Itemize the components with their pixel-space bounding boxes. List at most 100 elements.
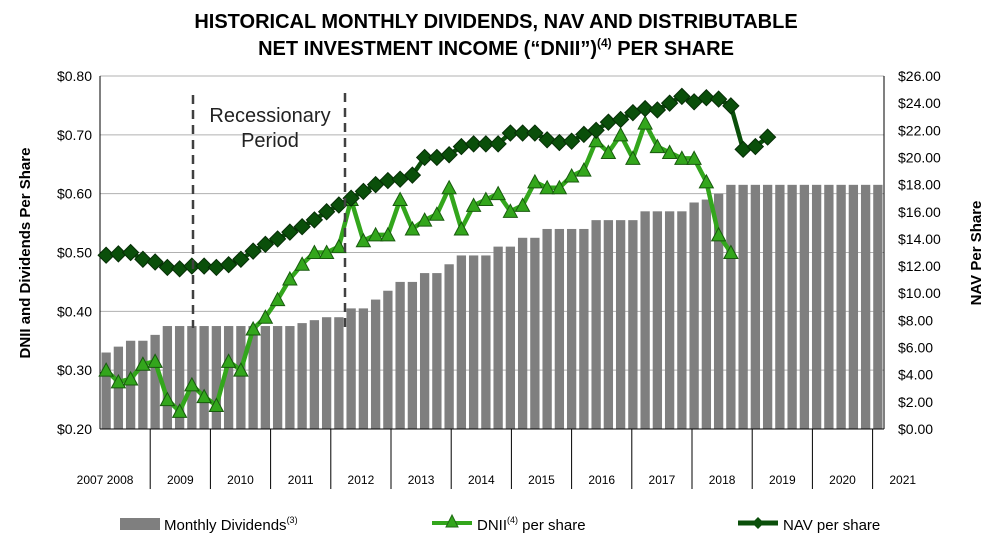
dnii-point — [184, 376, 200, 392]
dividend-bar — [713, 193, 724, 429]
dnii-point — [282, 270, 298, 286]
legend-label-nav: NAV per share — [783, 517, 880, 534]
y2-tick-label: $8.00 — [898, 312, 933, 328]
dnii-point — [502, 203, 519, 218]
dnii-point — [478, 191, 494, 207]
dnii-point — [355, 232, 372, 248]
dividend-bar — [677, 211, 687, 429]
nav-point — [415, 148, 434, 167]
year-label: 2008 — [107, 473, 134, 487]
nav-point — [709, 90, 728, 108]
chart-title-line1: HISTORICAL MONTHLY DIVIDENDS, NAV AND DI… — [194, 11, 797, 33]
dividend-bar — [689, 202, 699, 429]
dnii-point — [294, 256, 310, 271]
y2-tick-label: $22.00 — [898, 122, 941, 138]
dnii-point — [490, 185, 506, 201]
y-tick-label: $0.70 — [57, 127, 92, 143]
nav-point — [146, 253, 164, 271]
year-label: 2019 — [769, 473, 796, 487]
legend: Monthly Dividends(3) DNII(4) per share N… — [120, 513, 880, 534]
nav-point — [244, 242, 262, 260]
axes — [99, 76, 885, 489]
nav-point — [440, 146, 458, 164]
dnii-point — [331, 238, 347, 254]
dividend-bar — [162, 326, 173, 429]
dividend-bar — [738, 184, 748, 429]
legend-label-dividends-sup: (3) — [287, 515, 298, 525]
y2-tick-label: $10.00 — [898, 285, 941, 301]
nav-point — [207, 258, 226, 277]
y2-tick-label: $4.00 — [898, 367, 933, 383]
nav-point — [477, 135, 495, 153]
nav-point — [256, 235, 275, 254]
nav-point — [464, 135, 483, 153]
dnii-point — [110, 373, 127, 389]
dividend-bar — [505, 246, 516, 429]
nav-point — [342, 189, 360, 207]
nav-point — [121, 243, 140, 262]
dnii-point — [257, 309, 274, 324]
dividend-bar — [811, 184, 822, 429]
dividend-bar — [138, 340, 148, 429]
y-tick-label: $0.20 — [57, 421, 92, 437]
dnii-point — [588, 132, 604, 148]
dnii-point — [539, 179, 555, 195]
year-label: 2012 — [348, 473, 375, 487]
legend-swatch-dividends — [120, 518, 160, 530]
dividend-bar — [530, 237, 540, 429]
nav-point — [354, 182, 373, 201]
dividend-bar — [297, 323, 307, 429]
dnii-series — [98, 115, 739, 418]
dnii-point — [514, 197, 531, 212]
dnii-point — [686, 150, 702, 165]
nav-point — [281, 223, 299, 241]
nav-point — [170, 260, 189, 278]
y2-tick-label: $18.00 — [898, 177, 941, 193]
y2-tick-label: $24.00 — [898, 95, 941, 111]
year-label: 2011 — [288, 473, 314, 487]
dnii-point — [392, 191, 408, 207]
dnii-point — [661, 144, 678, 159]
dividend-bar — [370, 299, 381, 429]
dividend-bar — [407, 281, 418, 429]
nav-point — [758, 128, 777, 146]
dnii-point — [429, 206, 445, 221]
nav-point — [636, 99, 654, 118]
nav-point — [746, 137, 765, 156]
dividend-bar — [726, 184, 736, 429]
dividend-bar — [579, 228, 589, 429]
dnii-point — [698, 173, 715, 189]
dividend-bar — [554, 228, 565, 429]
y2-tick-label: $2.00 — [898, 394, 933, 410]
dividend-bar — [444, 264, 454, 429]
y-tick-label: $0.50 — [57, 245, 92, 261]
year-label: 2021 — [889, 473, 916, 487]
y2-tick-label: $26.00 — [898, 68, 941, 84]
dividend-bar — [383, 290, 393, 429]
dividend-bar — [432, 273, 442, 429]
year-label: 2007 — [77, 473, 104, 487]
dividend-bar — [174, 326, 185, 429]
dnii-point — [98, 362, 114, 377]
dividend-bar — [260, 326, 271, 429]
dnii-point — [576, 162, 592, 177]
legend-label-dnii-name: DNII — [477, 517, 507, 534]
dividend-bar — [836, 184, 846, 429]
chart-title-line2: NET INVESTMENT INCOME (“DNII”)(4) PER SH… — [258, 36, 734, 60]
nav-point — [722, 97, 740, 115]
dnii-point — [612, 126, 629, 142]
nav-point — [538, 131, 556, 149]
dnii-point — [404, 220, 421, 236]
nav-point — [660, 94, 679, 112]
year-label: 2020 — [829, 473, 856, 487]
nav-point — [673, 87, 691, 106]
nav-point — [268, 230, 287, 248]
legend-label-dnii-tail: per share — [518, 517, 586, 534]
dnii-point — [208, 397, 225, 412]
dnii-point — [563, 167, 580, 183]
dividend-bar — [762, 184, 773, 429]
nav-point — [587, 121, 605, 140]
dnii-point — [306, 244, 323, 259]
y2-tick-label: $0.00 — [898, 421, 933, 437]
dividend-bar — [566, 228, 577, 429]
